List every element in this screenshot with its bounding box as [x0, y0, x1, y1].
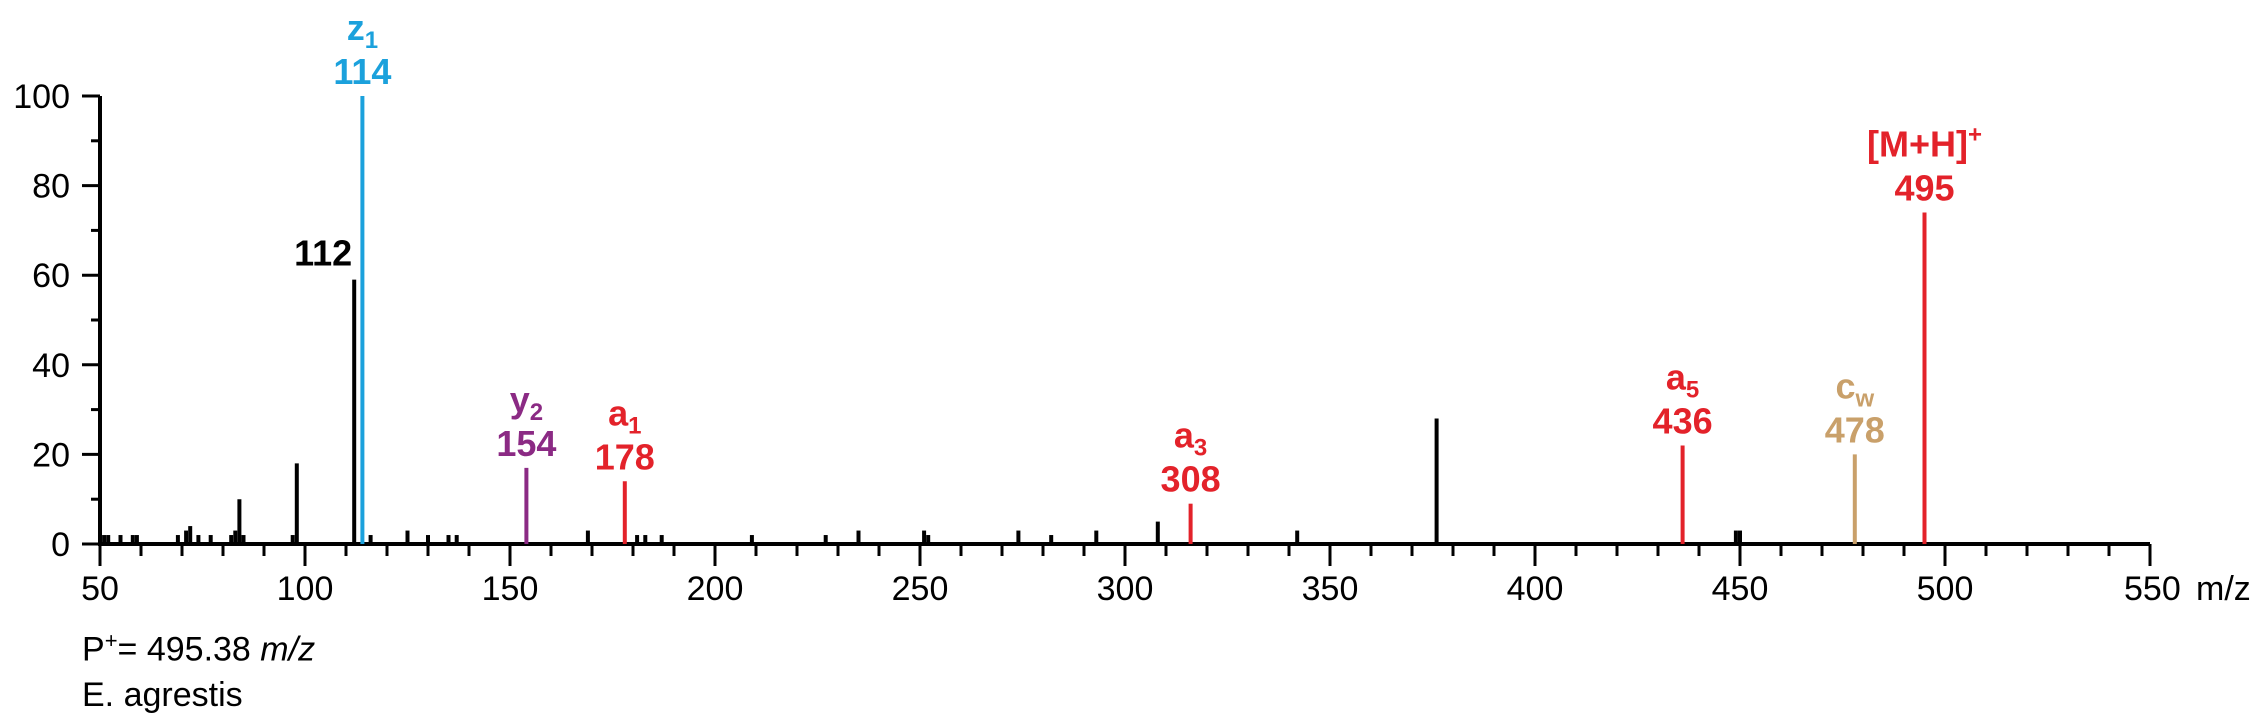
x-tick-label: 250	[892, 570, 949, 608]
peak-mz-label: 114	[333, 51, 391, 92]
y-tick-label: 60	[32, 257, 70, 295]
peak-labels: 112114z1154y2178a1308a3436a5478cw495[M+H…	[294, 7, 1982, 500]
peak-ion-subscript: 3	[1194, 435, 1207, 462]
peak-ion-subscript: 1	[365, 27, 378, 54]
y-axis: 0 20 40 60 80 100	[13, 78, 102, 564]
peak-ion-name: z	[347, 7, 365, 48]
peak-ion-label: [M+H]+	[1867, 121, 1982, 164]
peak-ion-label: a5	[1666, 356, 1699, 403]
precursor-charge: +	[104, 628, 118, 653]
precursor-value: = 495.38	[117, 630, 261, 669]
peak-ion-name: c	[1835, 365, 1855, 406]
y-tick-label: 80	[32, 168, 70, 206]
spectrum-peaks	[102, 96, 1927, 544]
peak-ion-label: cw	[1835, 365, 1874, 412]
species-label: E. agrestis	[82, 676, 243, 714]
x-tick-label: 150	[482, 570, 539, 608]
peak-ion-subscript: 1	[628, 412, 641, 439]
peak-mz-label: 112	[294, 233, 352, 274]
peak-mz-label: 436	[1653, 400, 1713, 441]
x-tick-label: 350	[1302, 570, 1359, 608]
x-tick-label: 50	[81, 570, 119, 608]
peak-ion-subscript: w	[1854, 385, 1874, 412]
peak-ion-name: a	[608, 392, 629, 433]
x-tick-label: 450	[1712, 570, 1769, 608]
precursor-unit: m/z	[260, 630, 316, 669]
peak-mz-label: 478	[1825, 409, 1885, 450]
x-tick-label: 200	[687, 570, 744, 608]
precursor-annotation: P+= 495.38 m/z	[82, 628, 316, 669]
peak-mz-label: 495	[1894, 167, 1954, 208]
y-tick-label: 0	[51, 526, 70, 564]
y-tick-label: 100	[13, 78, 70, 116]
peak-ion-subscript: 2	[530, 399, 543, 426]
x-tick-label: 100	[277, 570, 334, 608]
peak-ion-superscript: +	[1968, 121, 1982, 148]
x-tick-label: 500	[1917, 570, 1974, 608]
y-tick-label: 20	[32, 436, 70, 474]
peak-mz-label: 154	[496, 423, 556, 464]
peak-mz-label: 178	[595, 436, 655, 477]
peak-mz-label: 308	[1161, 459, 1221, 500]
x-axis-unit-label: m/z	[2196, 570, 2251, 608]
peak-ion-label: y2	[510, 379, 543, 426]
peak-ion-name: y	[510, 379, 530, 420]
y-tick-label: 40	[32, 347, 70, 385]
x-tick-label: 300	[1097, 570, 1154, 608]
x-tick-label: 400	[1507, 570, 1564, 608]
peak-ion-name: a	[1666, 356, 1687, 397]
peak-ion-name: [M+H]	[1867, 123, 1968, 164]
x-tick-label: 550	[2124, 570, 2181, 608]
peak-ion-name: a	[1174, 415, 1195, 456]
peak-ion-label: z1	[347, 7, 378, 54]
peak-ion-label: a3	[1174, 415, 1207, 462]
peak-ion-label: a1	[608, 392, 641, 439]
x-axis: 50 100 150 200 250 300 350 400 450 500 550 m/z	[81, 542, 2251, 608]
precursor-prefix: P	[82, 630, 105, 669]
peak-ion-subscript: 5	[1686, 376, 1699, 403]
